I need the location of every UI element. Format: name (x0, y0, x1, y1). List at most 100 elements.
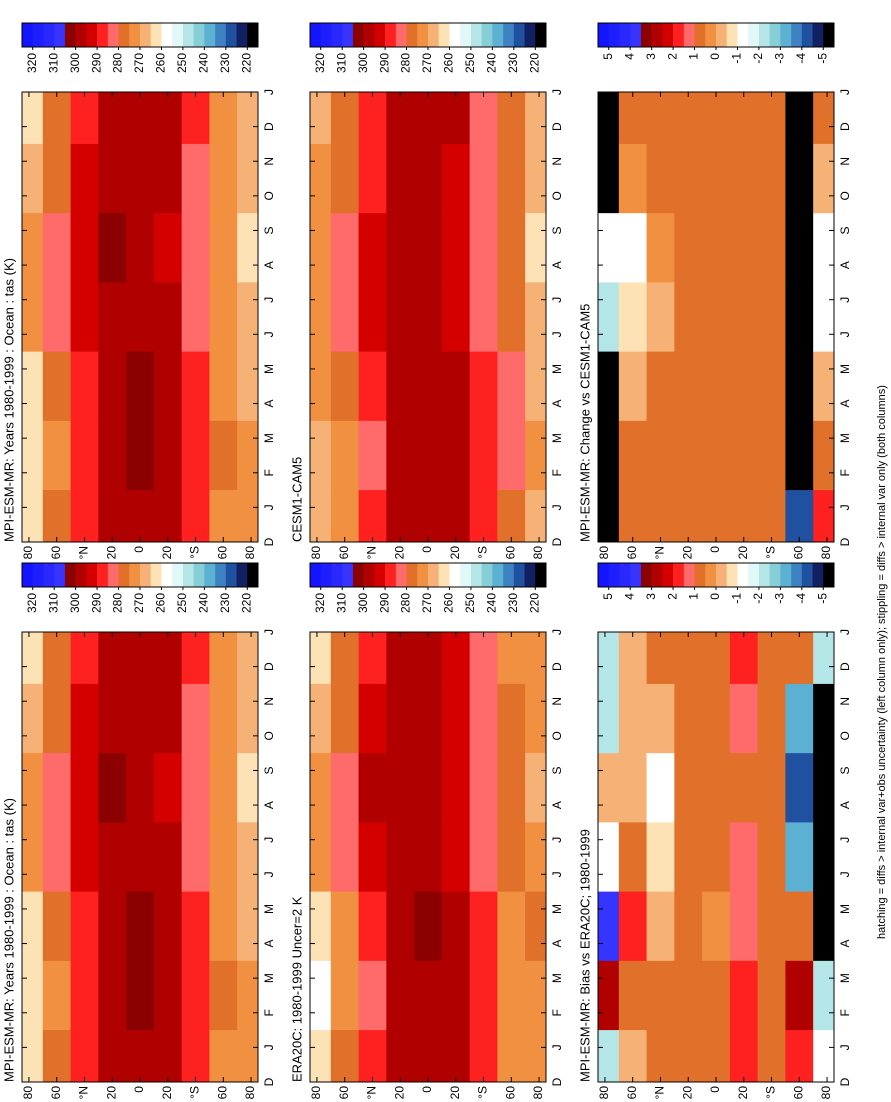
panel: CESM1-CAM5 D J F M A M J J A S O N D J 80 60 °N 20 0 20 °S 60 8… (289, 22, 564, 560)
colorbar-label: 250 (463, 593, 477, 613)
heat-cell (22, 420, 44, 491)
heat-cell (330, 891, 360, 961)
heat-cell (469, 752, 498, 823)
cells (310, 632, 546, 1082)
heat-cell (98, 960, 127, 1031)
y-tick-label: 20 (736, 1086, 750, 1100)
colorbar-swatch (193, 563, 205, 587)
heat-cell (310, 891, 332, 961)
heat-cell (618, 891, 648, 961)
colorbar-label: 260 (154, 53, 168, 73)
x-tick-label: D (262, 662, 276, 671)
heat-cell (674, 212, 703, 283)
colorbar-label: 250 (463, 53, 477, 73)
heat-cell (414, 351, 443, 421)
heat-cell (497, 212, 526, 283)
heat-cell (702, 891, 731, 961)
heat-cell (674, 891, 703, 961)
heat-cell (441, 420, 471, 491)
colorbar-swatch (374, 563, 386, 587)
x-tick-label: N (550, 697, 564, 706)
heat-cell (22, 281, 44, 352)
heat-cell (525, 891, 546, 961)
heat-cell (598, 821, 620, 892)
x-tick-label: J (550, 871, 564, 877)
heat-cell (414, 821, 443, 892)
x-tick-label: D (262, 1077, 276, 1086)
colorbar-label: 4 (622, 53, 636, 60)
x-tick-label: J (550, 837, 564, 843)
heat-cell (22, 821, 44, 892)
colorbar-swatch (812, 563, 824, 587)
heat-cell (497, 92, 526, 144)
colorbar-label: 270 (420, 593, 434, 613)
colorbar-swatch (22, 563, 34, 587)
heat-cell (525, 351, 546, 421)
colorbar-label: 0 (708, 593, 722, 600)
x-tick-label: M (262, 904, 276, 914)
heat-cell (785, 420, 814, 491)
heat-cell (42, 683, 72, 754)
heat-cell (126, 212, 155, 283)
colorbar-swatch (150, 23, 162, 47)
colorbar-swatch (662, 563, 674, 587)
heat-cell (70, 281, 99, 352)
colorbar-swatch (481, 23, 493, 47)
y-tick-label: 60 (791, 1086, 805, 1100)
heat-cell (469, 683, 498, 754)
heat-cell (237, 960, 258, 1031)
heat-cell (702, 92, 731, 144)
heat-cell (414, 420, 443, 491)
colorbar-swatch (694, 563, 706, 587)
colorbar-label: 4 (622, 593, 636, 600)
heat-cell (729, 351, 759, 421)
heat-cell (42, 891, 72, 961)
heat-cell (785, 212, 814, 283)
y-tick-label: °N (653, 1086, 667, 1099)
heat-cell (209, 960, 238, 1031)
heat-cell (126, 960, 155, 1031)
heat-cell (497, 752, 526, 823)
heat-cell (330, 281, 360, 352)
colorbar-swatch (342, 23, 354, 47)
heat-cell (386, 92, 415, 144)
heat-cell (98, 891, 127, 961)
heat-cell (237, 351, 258, 421)
heat-cell (70, 891, 99, 961)
x-tick-label: A (838, 801, 852, 809)
heat-cell (598, 143, 620, 214)
x-tick-label: D (838, 122, 852, 131)
heat-cell (386, 960, 415, 1031)
heat-cell (785, 632, 814, 684)
heat-cell (414, 891, 443, 961)
colorbar-swatch (630, 23, 642, 47)
heat-cell (598, 960, 620, 1031)
heat-cell (646, 752, 675, 823)
y-tick-label: 20 (392, 546, 406, 560)
heat-cell (757, 420, 786, 491)
heat-cell (414, 281, 443, 352)
heat-cell (209, 212, 238, 283)
colorbar-label: 290 (377, 53, 391, 73)
heat-cell (98, 632, 127, 684)
x-tick-label: J (550, 1044, 564, 1050)
heat-cell (414, 212, 443, 283)
heat-cell (785, 821, 814, 892)
heat-cell (525, 632, 546, 684)
heat-cell (729, 821, 759, 892)
x-tick-label: J (838, 871, 852, 877)
heat-cell (98, 92, 127, 144)
heat-cell (209, 683, 238, 754)
colorbar-label: 3 (644, 53, 658, 60)
heat-cell (618, 212, 648, 283)
heat-cell (42, 212, 72, 283)
heat-cell (386, 212, 415, 283)
heat-cell (414, 683, 443, 754)
heat-cell (414, 92, 443, 144)
y-tick-label: 60 (625, 1086, 639, 1100)
heat-cell (674, 92, 703, 144)
heat-cell (525, 92, 546, 144)
colorbar-swatch (193, 23, 205, 47)
heat-cell (22, 351, 44, 421)
colorbar-swatch (737, 23, 749, 47)
